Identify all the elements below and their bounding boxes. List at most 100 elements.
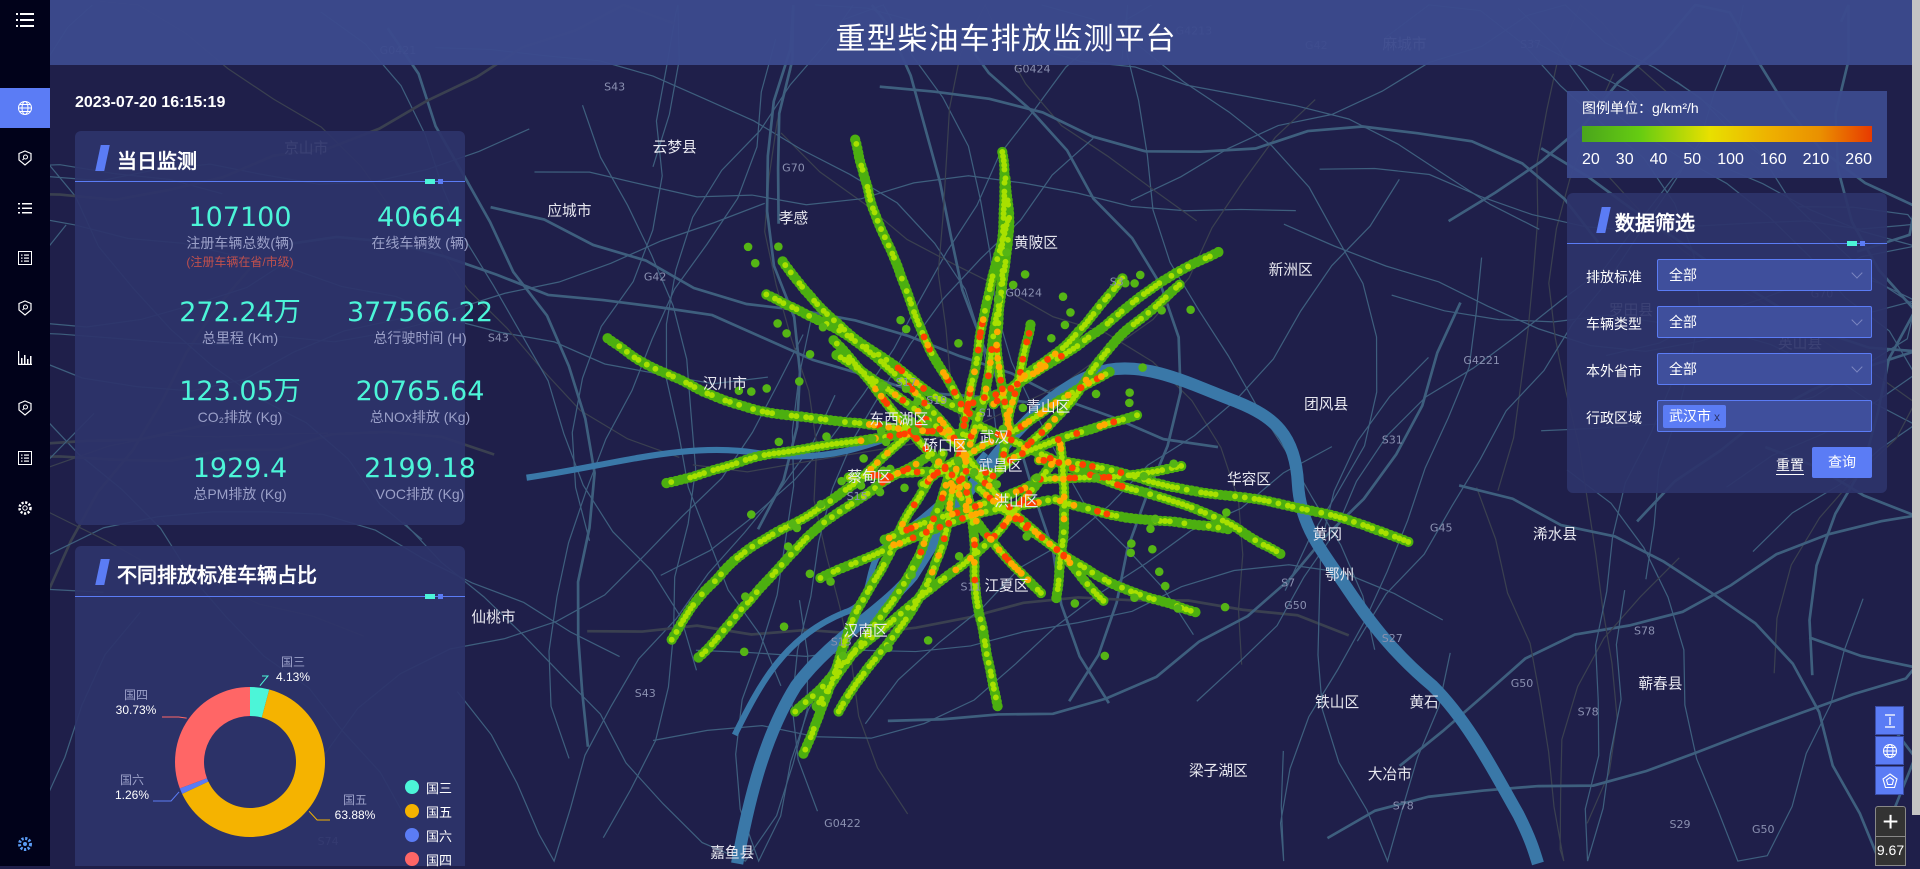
heat-point	[1150, 479, 1157, 486]
select-value: 全部	[1669, 267, 1697, 283]
heat-point	[850, 474, 857, 481]
sidebar-item-4[interactable]	[0, 238, 50, 278]
heat-point	[871, 621, 878, 628]
heat-point	[879, 478, 887, 486]
sidebar	[0, 0, 50, 866]
tag-remove-icon[interactable]: x	[1714, 410, 1720, 424]
heat-point	[1002, 175, 1009, 182]
region-multiselect[interactable]: 武汉市 x	[1657, 400, 1872, 432]
zoom-in-button[interactable]: +	[1876, 807, 1905, 837]
heat-point	[696, 471, 703, 478]
legend-label: 国四	[426, 852, 453, 868]
heat-point	[602, 333, 613, 344]
heat-point	[836, 327, 843, 334]
emission-standard-select[interactable]: 全部	[1657, 259, 1872, 291]
heat-point	[871, 577, 878, 584]
heat-point	[873, 459, 881, 467]
heat-point	[1100, 421, 1108, 429]
measure-distance-button[interactable]	[1875, 706, 1904, 735]
heat-point	[762, 384, 771, 393]
heat-point	[687, 474, 694, 481]
stat-item: 272.24万 总里程 (Km)	[150, 296, 330, 348]
heat-point	[1188, 504, 1195, 511]
heat-point	[1202, 255, 1209, 262]
heat-point	[981, 638, 988, 644]
heat-point	[1100, 473, 1108, 481]
heat-point	[982, 385, 990, 393]
map-globe-button[interactable]	[1875, 736, 1904, 765]
heat-point	[769, 572, 776, 579]
legend-item[interactable]: 国六	[405, 827, 452, 844]
heat-point	[838, 440, 845, 446]
heat-point	[910, 605, 917, 611]
legend-tick: 40	[1649, 151, 1668, 168]
heat-point	[726, 399, 733, 405]
title-accent	[95, 559, 110, 585]
heat-point	[974, 549, 981, 556]
vehicle-type-select[interactable]: 全部	[1657, 306, 1872, 338]
sidebar-item-9[interactable]	[0, 488, 50, 528]
heat-point	[1056, 564, 1063, 571]
legend-item[interactable]: 国五	[405, 803, 452, 820]
heat-point	[894, 364, 902, 372]
sidebar-item-1[interactable]	[0, 88, 50, 128]
heat-point	[896, 588, 902, 595]
menu-toggle-button[interactable]	[0, 0, 50, 40]
heat-point	[992, 506, 999, 513]
heat-point	[1100, 651, 1110, 661]
sidebar-item-5[interactable]	[0, 288, 50, 328]
sidebar-settings-button[interactable]	[0, 824, 50, 864]
sidebar-item-6[interactable]	[0, 338, 50, 378]
sidebar-item-2[interactable]	[0, 138, 50, 178]
heat-point	[738, 606, 745, 613]
heat-point	[1128, 588, 1134, 595]
heat-point	[1002, 438, 1009, 445]
reset-button[interactable]: 重置	[1776, 457, 1804, 473]
legend-item[interactable]: 国三	[405, 779, 452, 796]
heat-point	[1084, 581, 1091, 588]
sidebar-item-3[interactable]	[0, 188, 50, 228]
heat-point	[1000, 228, 1006, 235]
road-label: S3	[1110, 275, 1124, 288]
heat-point	[881, 437, 891, 447]
query-button[interactable]: 查询	[1812, 447, 1872, 478]
heat-point	[939, 513, 946, 520]
heat-point	[788, 412, 795, 419]
sidebar-item-8[interactable]	[0, 438, 50, 478]
heat-point	[773, 319, 782, 328]
heat-point	[1057, 352, 1065, 360]
place-label: 汉南区	[844, 623, 888, 640]
legend-item[interactable]: 国四	[405, 851, 453, 868]
heat-point	[900, 414, 909, 424]
heat-point	[1035, 456, 1043, 464]
heat-point	[814, 443, 821, 450]
heat-point	[1052, 399, 1060, 407]
page-scrollbar[interactable]	[1912, 0, 1920, 815]
sidebar-item-7[interactable]	[0, 388, 50, 428]
heat-point	[747, 387, 756, 396]
heat-point	[883, 356, 890, 363]
heat-point	[1369, 525, 1376, 532]
heat-point	[900, 580, 907, 587]
road-label: S78	[1634, 624, 1655, 637]
heat-point	[1110, 473, 1117, 480]
document-list-icon	[18, 251, 32, 265]
heat-point	[1002, 258, 1009, 265]
heat-point	[962, 506, 970, 514]
heat-point	[1289, 503, 1296, 510]
legend-tick: 100	[1717, 151, 1744, 168]
heat-point	[1185, 263, 1192, 270]
heat-point	[718, 571, 724, 578]
stat-item: 123.05万 CO₂排放 (Kg)	[150, 375, 330, 427]
road	[581, 105, 697, 838]
place-label: 团风县	[1304, 396, 1348, 413]
heat-point	[913, 397, 922, 406]
slice-name: 国六	[119, 773, 144, 787]
province-scope-select[interactable]: 全部	[1657, 353, 1872, 385]
heat-point	[750, 406, 757, 413]
map-area-button[interactable]	[1875, 766, 1904, 795]
legend-color-dot	[405, 852, 419, 866]
stat-note: (注册车辆在省/市级)	[186, 255, 294, 269]
heat-point	[751, 454, 758, 461]
road	[534, 171, 1296, 212]
